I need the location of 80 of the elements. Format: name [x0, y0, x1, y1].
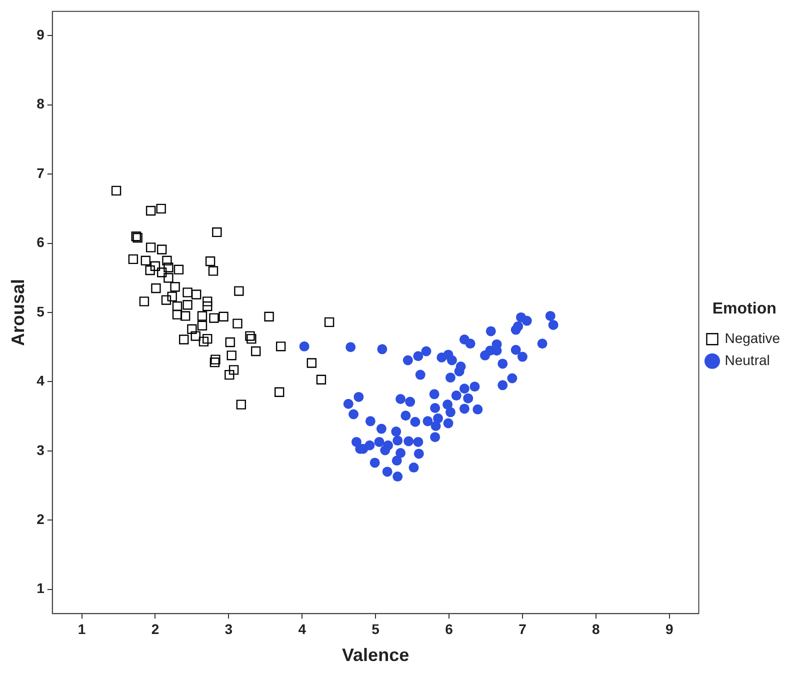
point: [316, 374, 326, 384]
x-tick-label: 4: [298, 620, 306, 637]
x-tick-label: 1: [78, 620, 86, 637]
point: [212, 227, 222, 238]
point: [198, 336, 209, 346]
point: [156, 204, 166, 214]
point: [208, 266, 218, 276]
point: [209, 313, 219, 323]
point: [228, 365, 239, 375]
point: [274, 387, 284, 397]
x-tick-label: 5: [372, 620, 380, 637]
point: [161, 295, 172, 305]
point: [276, 342, 286, 352]
point: [202, 334, 212, 344]
point: [162, 256, 172, 266]
point: [182, 300, 192, 310]
point: [190, 331, 200, 341]
point: [205, 256, 216, 266]
point: [192, 290, 202, 300]
point: [164, 273, 174, 283]
point: [246, 334, 256, 344]
point: [172, 310, 182, 320]
point: [251, 346, 261, 356]
point: [167, 292, 177, 302]
y-tick-label: 4: [36, 372, 45, 389]
y-tick-label: 2: [36, 511, 45, 528]
y-tick-label: 1: [36, 580, 45, 596]
x-tick-label: 6: [445, 620, 454, 637]
point: [174, 264, 184, 274]
x-tick-label: 7: [518, 620, 527, 637]
point: [146, 206, 156, 216]
y-tick-label: 7: [36, 164, 45, 181]
point: [179, 334, 189, 344]
point: [146, 242, 156, 252]
point: [164, 262, 174, 272]
x-axis-title: Valence: [342, 645, 410, 666]
point: [180, 311, 190, 321]
x-tick-label: 2: [151, 620, 160, 637]
legend-label: Negative: [724, 330, 780, 346]
point: [128, 254, 138, 264]
point: [197, 311, 208, 321]
x-tick-label: 8: [592, 620, 600, 637]
point: [150, 261, 160, 271]
point: [232, 318, 242, 328]
point: [172, 301, 182, 312]
y-tick-label: 9: [36, 26, 45, 42]
point: [234, 286, 244, 296]
y-tick-label: 8: [36, 96, 45, 112]
point: [182, 288, 192, 298]
legend-title: Emotion: [712, 300, 776, 318]
point: [139, 296, 150, 306]
point: [245, 331, 255, 341]
point: [210, 357, 220, 368]
legend-label: Neutral: [724, 352, 770, 368]
y-axis-title: Arousal: [8, 278, 28, 346]
y-tick-label: 5: [36, 303, 45, 320]
y-tick-label: 6: [36, 234, 45, 250]
point: [151, 283, 161, 294]
x-tick-label: 3: [224, 620, 233, 637]
point: [236, 400, 246, 410]
point: [264, 312, 274, 322]
point: [225, 337, 235, 348]
point: [202, 296, 212, 306]
point: [210, 354, 220, 364]
point: [140, 256, 151, 266]
y-tick-label: 3: [36, 442, 45, 458]
point: [145, 265, 155, 276]
point: [156, 268, 167, 278]
x-tick-label: 9: [665, 620, 674, 637]
point: [187, 324, 197, 334]
point: [306, 358, 317, 368]
point: [202, 301, 212, 312]
point: [197, 320, 208, 330]
point: [224, 370, 234, 380]
point: [170, 282, 180, 292]
point: [324, 317, 334, 328]
point: [156, 244, 167, 254]
point: [226, 350, 236, 360]
point: [218, 312, 228, 322]
point: [111, 186, 122, 196]
